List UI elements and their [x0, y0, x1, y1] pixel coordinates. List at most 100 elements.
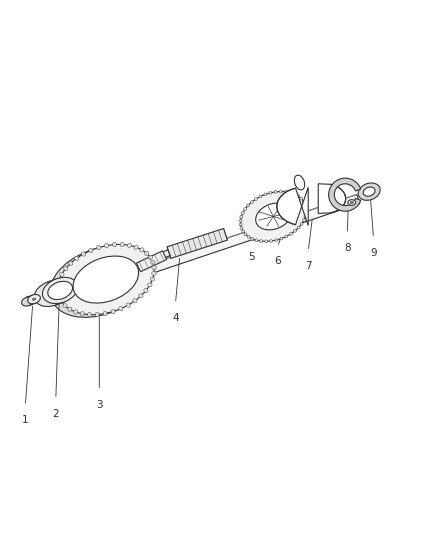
Ellipse shape	[304, 215, 307, 217]
Text: 1: 1	[22, 415, 28, 425]
Ellipse shape	[73, 256, 138, 303]
Text: 8: 8	[344, 244, 351, 253]
Ellipse shape	[32, 298, 35, 300]
Ellipse shape	[89, 248, 93, 253]
Ellipse shape	[119, 306, 123, 311]
Ellipse shape	[247, 236, 250, 238]
Ellipse shape	[56, 284, 60, 288]
Ellipse shape	[240, 191, 306, 241]
Ellipse shape	[80, 311, 84, 316]
Ellipse shape	[274, 190, 277, 193]
Ellipse shape	[50, 247, 147, 317]
Ellipse shape	[60, 272, 64, 276]
Ellipse shape	[57, 295, 61, 298]
Text: 4: 4	[172, 313, 179, 323]
Ellipse shape	[152, 271, 156, 275]
Ellipse shape	[55, 289, 60, 293]
Ellipse shape	[144, 288, 148, 293]
Ellipse shape	[57, 245, 154, 314]
Ellipse shape	[254, 198, 258, 200]
Text: 9: 9	[370, 248, 377, 258]
Ellipse shape	[293, 229, 297, 232]
Ellipse shape	[302, 219, 305, 221]
Ellipse shape	[280, 237, 283, 240]
Ellipse shape	[74, 256, 79, 261]
Ellipse shape	[256, 203, 291, 230]
Polygon shape	[137, 251, 166, 272]
Ellipse shape	[275, 239, 278, 241]
Ellipse shape	[63, 304, 67, 308]
Ellipse shape	[297, 195, 300, 198]
Ellipse shape	[260, 240, 262, 243]
Ellipse shape	[69, 261, 73, 265]
Ellipse shape	[81, 252, 85, 256]
Ellipse shape	[152, 266, 156, 270]
Ellipse shape	[59, 300, 64, 303]
Ellipse shape	[289, 191, 292, 194]
Ellipse shape	[279, 190, 282, 193]
Ellipse shape	[244, 233, 247, 236]
Text: 3: 3	[96, 400, 102, 410]
Ellipse shape	[241, 212, 244, 214]
Text: 7: 7	[305, 261, 311, 271]
Ellipse shape	[126, 303, 130, 307]
Ellipse shape	[269, 191, 272, 195]
Ellipse shape	[34, 280, 70, 306]
Ellipse shape	[240, 215, 243, 218]
Ellipse shape	[284, 190, 287, 193]
Ellipse shape	[113, 243, 117, 247]
Ellipse shape	[264, 193, 267, 196]
Ellipse shape	[239, 219, 242, 222]
Ellipse shape	[133, 298, 137, 303]
Ellipse shape	[28, 294, 40, 304]
Ellipse shape	[151, 261, 155, 264]
Ellipse shape	[127, 243, 131, 248]
Ellipse shape	[240, 227, 243, 230]
Ellipse shape	[139, 294, 143, 298]
Polygon shape	[167, 229, 227, 259]
Polygon shape	[318, 184, 346, 213]
Ellipse shape	[363, 187, 375, 196]
Polygon shape	[133, 250, 170, 272]
Ellipse shape	[305, 211, 308, 214]
Ellipse shape	[48, 281, 73, 300]
Ellipse shape	[120, 243, 124, 247]
Ellipse shape	[297, 226, 300, 229]
Ellipse shape	[250, 200, 253, 204]
Ellipse shape	[300, 197, 303, 200]
Ellipse shape	[302, 200, 305, 203]
Ellipse shape	[251, 237, 254, 240]
Ellipse shape	[265, 240, 268, 243]
Ellipse shape	[294, 175, 305, 190]
Ellipse shape	[247, 204, 250, 207]
Text: 2: 2	[53, 409, 59, 419]
Ellipse shape	[304, 204, 307, 206]
Ellipse shape	[255, 239, 258, 242]
Ellipse shape	[140, 248, 144, 252]
Ellipse shape	[148, 256, 152, 260]
Polygon shape	[277, 187, 308, 225]
Polygon shape	[328, 178, 361, 211]
Ellipse shape	[305, 207, 307, 210]
Ellipse shape	[21, 297, 34, 306]
Ellipse shape	[350, 201, 353, 204]
Ellipse shape	[239, 223, 242, 226]
Ellipse shape	[88, 312, 92, 317]
Ellipse shape	[270, 239, 272, 243]
Ellipse shape	[68, 307, 72, 311]
Ellipse shape	[95, 312, 99, 317]
Ellipse shape	[103, 311, 107, 316]
Ellipse shape	[111, 309, 115, 314]
Ellipse shape	[64, 266, 68, 271]
Ellipse shape	[145, 252, 149, 255]
Ellipse shape	[259, 195, 262, 198]
Ellipse shape	[300, 222, 303, 225]
Ellipse shape	[244, 208, 247, 211]
Ellipse shape	[74, 310, 78, 314]
Ellipse shape	[293, 192, 296, 196]
Ellipse shape	[134, 245, 138, 249]
Ellipse shape	[97, 245, 101, 250]
Ellipse shape	[348, 200, 356, 205]
Ellipse shape	[290, 232, 292, 236]
Ellipse shape	[242, 230, 245, 233]
